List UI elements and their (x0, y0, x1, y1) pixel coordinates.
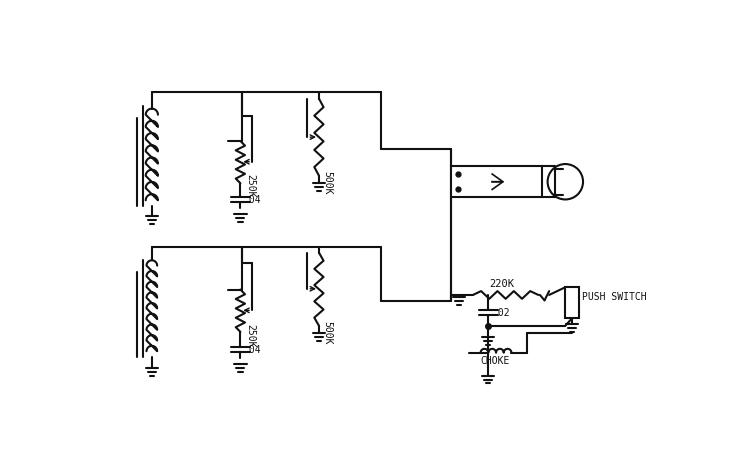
Text: CHOKE: CHOKE (481, 356, 510, 366)
Text: 500K: 500K (322, 171, 333, 194)
Text: 500K: 500K (322, 321, 333, 344)
Text: 250K: 250K (246, 324, 256, 347)
Text: 250K: 250K (246, 174, 256, 198)
Bar (452, 167, 542, 198)
Text: PUSH SWITCH: PUSH SWITCH (582, 292, 647, 302)
Text: .04: .04 (244, 344, 261, 354)
Bar (566, 288, 579, 318)
Text: .02: .02 (492, 307, 510, 317)
Text: 220K: 220K (489, 278, 514, 288)
Text: .04: .04 (244, 194, 261, 204)
